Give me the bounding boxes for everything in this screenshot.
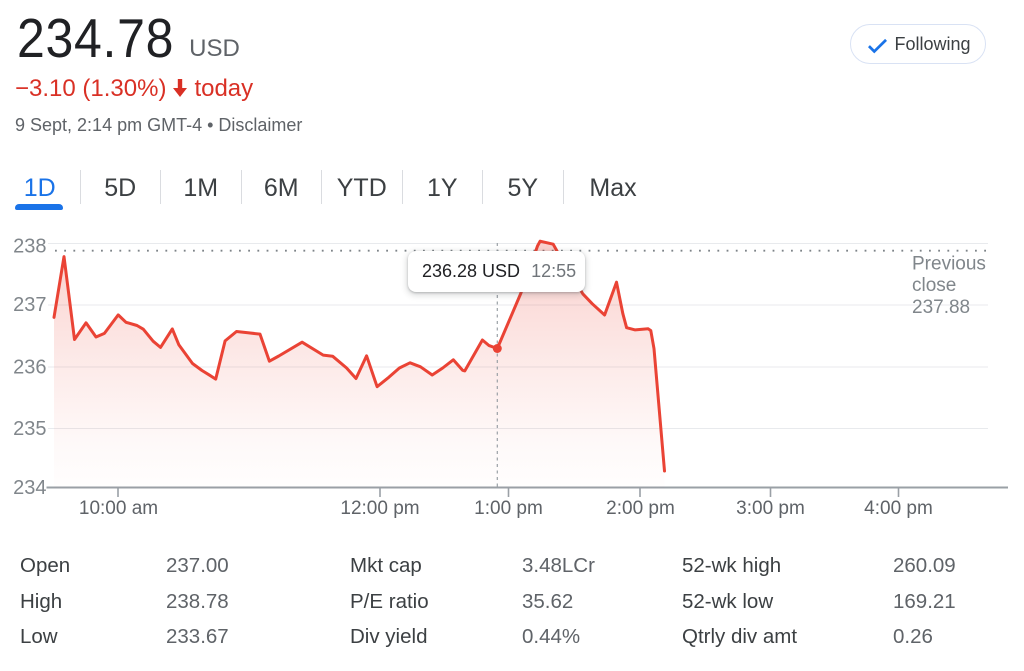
svg-text:1:00 pm: 1:00 pm <box>474 498 543 519</box>
svg-text:235: 235 <box>13 418 46 440</box>
svg-text:10:00 am: 10:00 am <box>79 498 158 519</box>
svg-text:Previous: Previous <box>912 254 986 275</box>
svg-text:12:00 pm: 12:00 pm <box>340 498 419 519</box>
svg-text:234: 234 <box>13 477 46 499</box>
svg-text:238: 238 <box>13 236 46 258</box>
svg-text:3:00 pm: 3:00 pm <box>736 498 805 519</box>
svg-text:237: 237 <box>13 294 46 316</box>
svg-text:2:00 pm: 2:00 pm <box>606 498 675 519</box>
svg-text:4:00 pm: 4:00 pm <box>864 498 933 519</box>
svg-text:237.88: 237.88 <box>912 297 970 318</box>
svg-text:236: 236 <box>13 357 46 379</box>
svg-text:close: close <box>912 275 956 296</box>
